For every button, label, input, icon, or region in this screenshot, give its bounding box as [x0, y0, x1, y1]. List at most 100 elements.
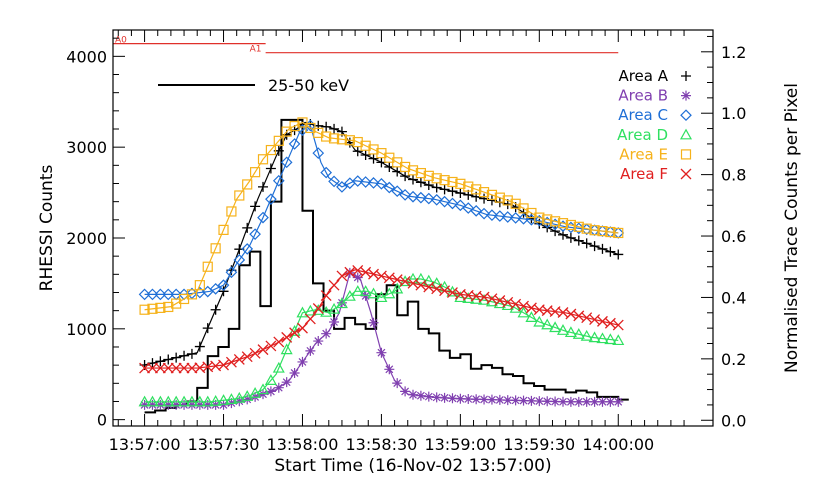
data-point: [146, 288, 159, 301]
data-point: [509, 212, 522, 224]
data-point: [163, 399, 174, 410]
data-point: [383, 181, 396, 194]
trace-series-area-b: [139, 267, 624, 410]
data-point: [589, 241, 600, 252]
x-tick-label: 14:00:00: [582, 435, 654, 454]
data-point: [280, 343, 293, 355]
data-point: [258, 389, 268, 400]
data-point: [171, 399, 182, 410]
data-point: [155, 356, 166, 367]
data-point: [147, 303, 158, 314]
data-point: [431, 173, 442, 184]
x-tick-label: 13:59:00: [424, 435, 496, 454]
trace-series-area-e: [139, 117, 624, 315]
data-point: [163, 354, 174, 365]
data-point: [408, 389, 418, 400]
data-point: [289, 121, 300, 132]
y2-tick-label: 0.6: [721, 227, 746, 246]
data-point: [534, 212, 545, 223]
data-point: [556, 324, 570, 335]
legend-rhessi-label: 25-50 keV: [268, 76, 349, 95]
legend-label: Area A: [618, 67, 668, 85]
data-point: [335, 297, 348, 309]
data-point: [415, 390, 426, 401]
data-point: [186, 348, 197, 359]
data-point: [415, 191, 427, 204]
data-point: [375, 291, 388, 303]
legend-label: Area F: [620, 165, 668, 183]
legend-marker: [680, 168, 692, 180]
data-point: [375, 270, 387, 282]
data-point: [264, 374, 277, 385]
data-point: [463, 181, 474, 192]
data-point: [288, 138, 301, 150]
data-point: [376, 347, 387, 358]
data-point: [209, 394, 222, 406]
data-point: [273, 336, 285, 348]
data-point: [171, 352, 182, 363]
data-point: [312, 304, 325, 315]
data-point: [359, 285, 372, 296]
data-point: [328, 302, 341, 314]
data-point: [439, 392, 450, 403]
data-point: [257, 211, 269, 224]
data-point: [265, 144, 276, 156]
data-point: [581, 223, 592, 234]
data-point: [565, 219, 576, 231]
data-point: [422, 274, 435, 286]
data-point: [573, 221, 584, 232]
data-point: [549, 321, 562, 333]
data-point: [218, 286, 229, 297]
data-point: [170, 362, 182, 374]
trace-series-area-f: [139, 264, 624, 374]
data-point: [162, 362, 174, 374]
data-point: [179, 350, 190, 361]
legend-item: Area A: [618, 67, 691, 85]
data-point: [550, 226, 561, 237]
data-point: [163, 301, 174, 313]
data-point: [250, 167, 261, 178]
data-point: [375, 177, 388, 190]
data-point: [242, 394, 253, 405]
data-point: [225, 393, 238, 404]
data-point: [565, 396, 576, 407]
data-point: [392, 378, 403, 389]
data-point: [336, 181, 348, 193]
data-point: [147, 399, 158, 410]
x-tick-label: 13:57:00: [109, 435, 181, 454]
data-point: [320, 290, 332, 302]
data-point: [304, 304, 317, 316]
data-point: [155, 399, 166, 410]
data-point: [542, 396, 553, 407]
data-point: [241, 351, 253, 363]
data-point: [289, 327, 301, 339]
legend-marker: [679, 128, 693, 140]
legend-marker: [680, 149, 692, 160]
data-point: [170, 395, 183, 407]
data-point: [138, 395, 151, 407]
data-point: [296, 306, 309, 318]
data-point: [431, 182, 442, 193]
data-point: [179, 399, 190, 410]
data-point: [494, 394, 505, 405]
data-point: [597, 315, 608, 327]
data-point: [439, 184, 450, 195]
x-tick-label: 13:57:30: [188, 435, 260, 454]
x-tick-label: 13:59:30: [503, 435, 575, 454]
data-point: [265, 386, 276, 397]
data-point: [502, 395, 513, 406]
data-point: [525, 311, 538, 322]
data-point: [502, 195, 513, 206]
data-point: [202, 261, 213, 272]
data-point: [479, 394, 490, 405]
legend-label: Area E: [619, 145, 668, 163]
data-point: [533, 315, 546, 327]
data-point: [154, 395, 167, 407]
data-point: [241, 390, 254, 401]
data-point: [313, 336, 324, 347]
data-point: [321, 131, 332, 142]
data-point: [471, 394, 482, 405]
plot-layer: A0 A1: [113, 36, 629, 414]
data-point: [407, 165, 419, 176]
